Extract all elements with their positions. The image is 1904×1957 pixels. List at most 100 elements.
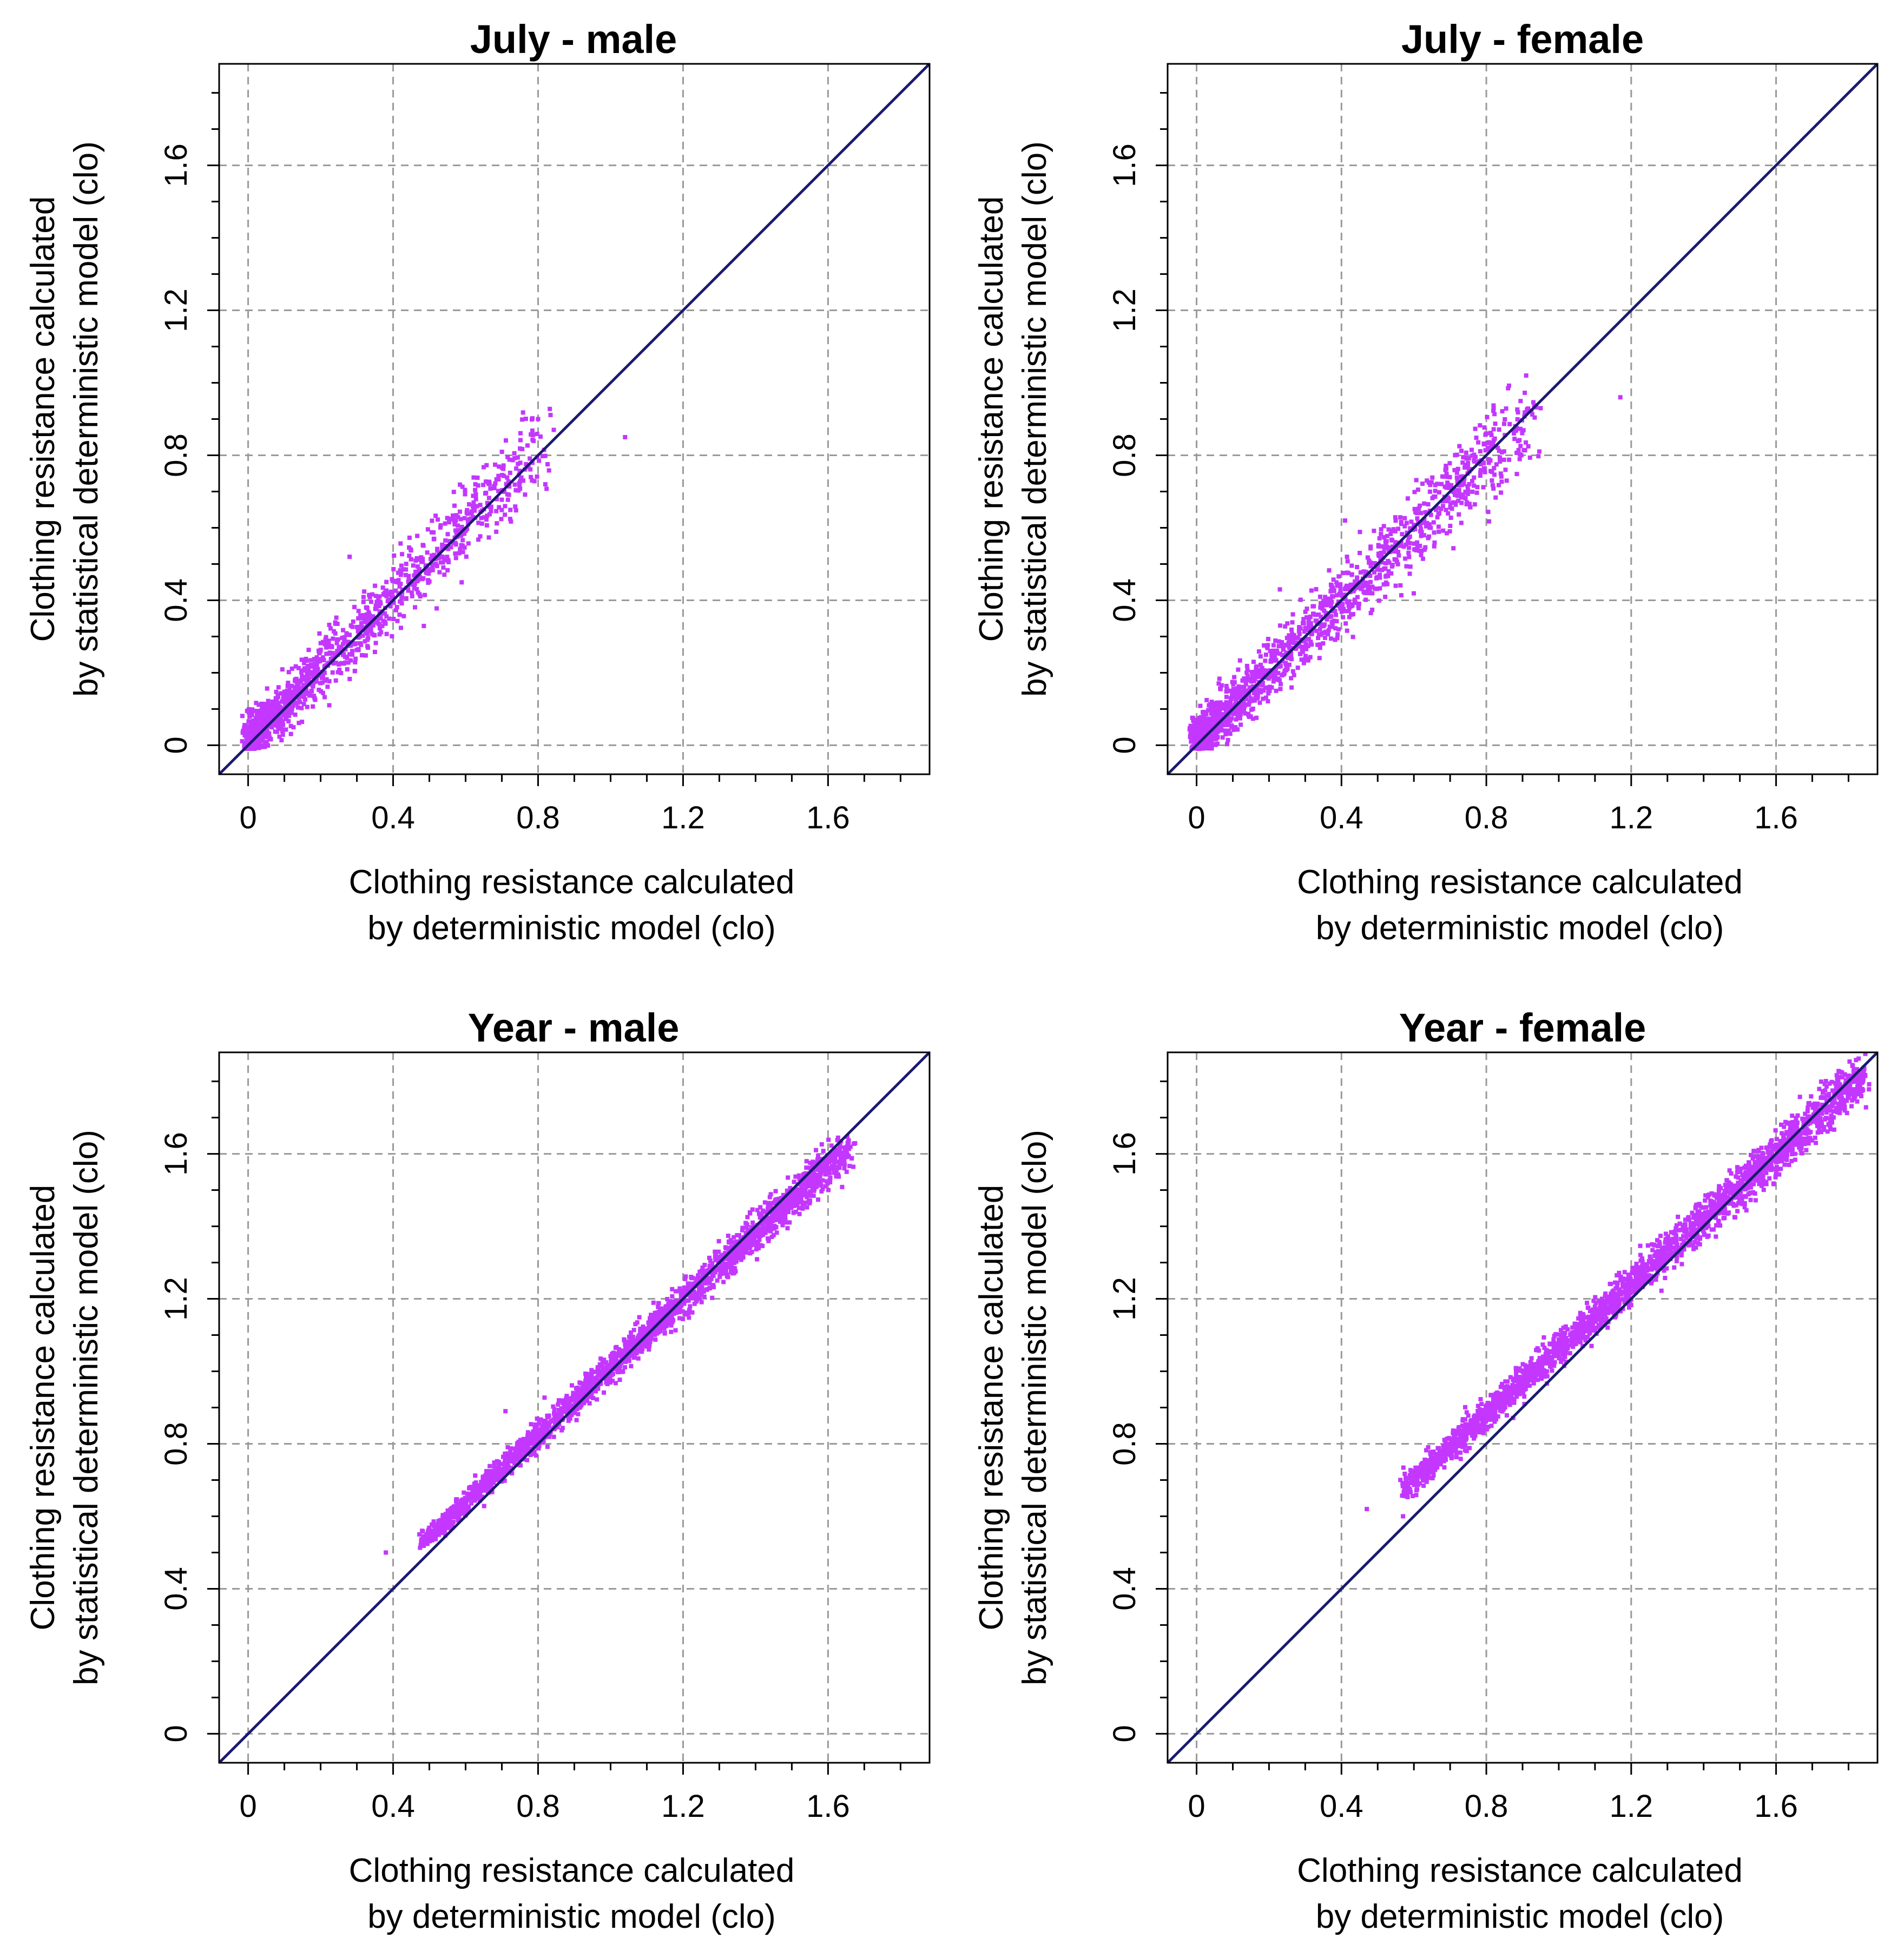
data-point	[1262, 643, 1267, 648]
data-point	[818, 1168, 823, 1172]
data-point	[456, 528, 461, 532]
data-point	[505, 475, 510, 480]
data-point	[1346, 603, 1351, 608]
data-point	[1314, 587, 1319, 592]
data-point	[432, 552, 437, 557]
data-point	[1290, 620, 1295, 625]
data-point	[1427, 489, 1432, 494]
data-point	[374, 618, 379, 623]
data-point	[1284, 650, 1289, 655]
data-point	[1206, 708, 1211, 713]
data-point	[1225, 742, 1230, 747]
data-point	[699, 1300, 704, 1304]
data-point	[358, 641, 363, 646]
data-point	[473, 504, 478, 509]
data-point	[686, 1281, 690, 1286]
data-point	[360, 653, 365, 657]
data-point	[1345, 599, 1350, 604]
data-point	[1404, 564, 1409, 569]
data-point	[324, 635, 328, 640]
data-point	[1367, 588, 1372, 592]
data-point	[1495, 445, 1500, 450]
data-point	[1475, 485, 1480, 490]
data-point	[803, 1180, 808, 1185]
data-point	[339, 670, 344, 675]
data-point	[1335, 583, 1340, 588]
data-point	[306, 678, 311, 683]
data-point	[1240, 684, 1245, 689]
data-point	[521, 410, 525, 415]
data-point	[462, 531, 467, 536]
data-point	[740, 1225, 745, 1230]
data-point	[288, 732, 293, 736]
data-point	[513, 508, 518, 513]
data-point	[446, 520, 451, 525]
data-point	[1491, 403, 1496, 408]
data-point	[1203, 723, 1208, 728]
data-point	[678, 1296, 683, 1301]
data-point	[1334, 593, 1339, 598]
data-point	[600, 1370, 605, 1375]
data-point	[707, 1281, 712, 1286]
data-point	[639, 1329, 644, 1334]
data-point	[245, 746, 250, 750]
data-point	[1478, 449, 1483, 454]
data-point	[509, 519, 513, 524]
data-point	[1439, 506, 1444, 511]
data-point	[460, 550, 465, 555]
data-point	[1306, 622, 1311, 627]
data-point	[795, 1191, 800, 1196]
data-point	[248, 713, 253, 717]
data-point	[1220, 728, 1224, 733]
data-point	[356, 616, 361, 621]
data-point	[1492, 412, 1497, 417]
data-point	[1447, 461, 1452, 466]
data-point	[1264, 675, 1269, 680]
data-point	[482, 1504, 486, 1508]
data-point	[501, 463, 506, 468]
data-point	[1261, 688, 1266, 693]
data-point	[677, 1309, 682, 1314]
data-point	[427, 1539, 432, 1544]
data-point	[1429, 480, 1434, 485]
data-point	[1285, 667, 1290, 671]
data-point	[388, 604, 393, 609]
data-point	[713, 1254, 717, 1259]
data-point	[279, 691, 284, 696]
data-point	[1401, 544, 1406, 549]
data-point	[653, 1318, 658, 1323]
data-point	[437, 570, 442, 575]
data-point	[381, 618, 386, 623]
data-point	[463, 487, 467, 492]
data-point	[293, 664, 298, 669]
data-point	[1466, 460, 1471, 465]
data-point	[593, 1377, 598, 1382]
data-point	[1402, 524, 1407, 529]
data-point	[367, 592, 372, 597]
data-point	[525, 1458, 530, 1462]
data-point	[1232, 680, 1237, 685]
data-point	[472, 508, 477, 513]
data-point	[1352, 597, 1357, 602]
data-point	[353, 660, 358, 665]
data-point	[499, 497, 504, 502]
data-point	[368, 624, 373, 629]
data-point	[305, 704, 309, 709]
data-point	[250, 724, 255, 729]
data-point	[621, 1369, 625, 1374]
data-point	[396, 570, 401, 575]
data-point	[1436, 524, 1441, 529]
data-point	[1404, 520, 1409, 525]
data-point	[1303, 646, 1308, 651]
data-point	[252, 721, 256, 726]
data-point	[330, 670, 335, 675]
data-point	[1341, 571, 1346, 576]
data-point	[626, 1353, 631, 1358]
data-point	[255, 720, 260, 725]
data-point	[1415, 544, 1420, 549]
data-point	[1440, 499, 1445, 504]
data-point	[1219, 683, 1224, 688]
data-point	[356, 647, 361, 651]
